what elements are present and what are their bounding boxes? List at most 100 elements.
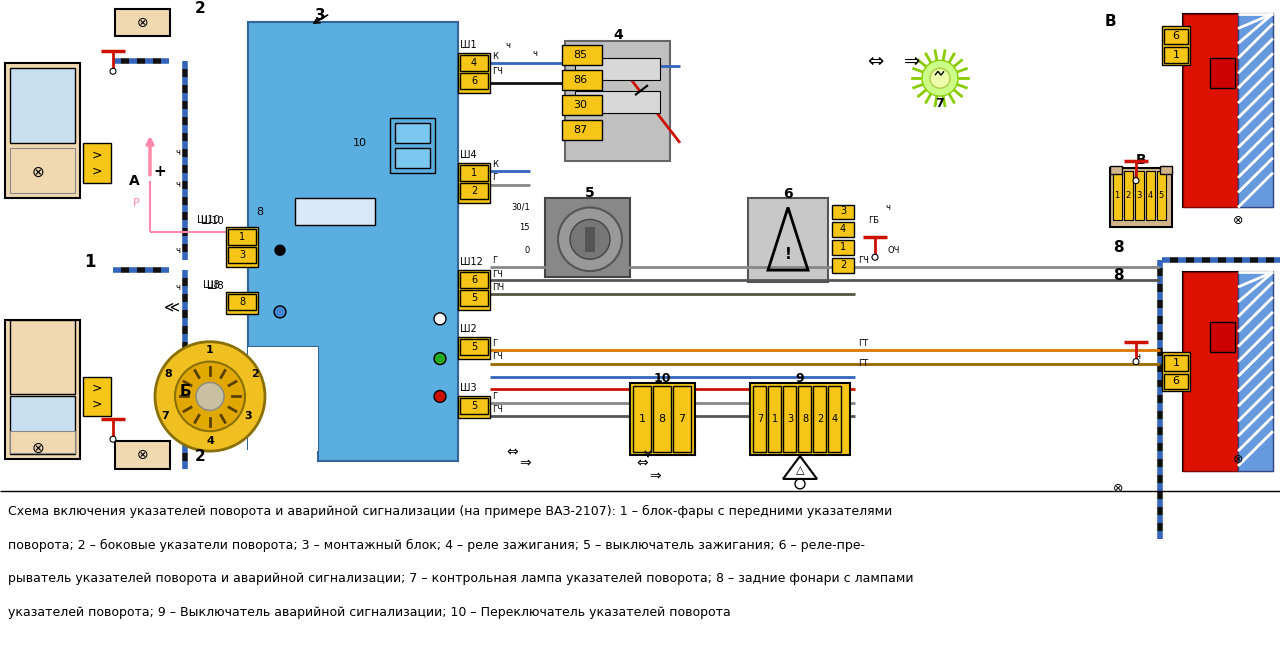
Bar [396,123,430,143]
Text: ч: ч [175,246,180,255]
Text: Ш2: Ш2 [460,324,476,334]
Text: 7: 7 [936,97,945,110]
Bar [564,41,669,161]
Circle shape [558,208,622,271]
Bar [813,386,826,452]
Text: ч: ч [532,49,538,58]
Bar [768,386,781,452]
Text: 7: 7 [161,412,169,421]
Bar [1164,355,1188,371]
Text: 1: 1 [772,414,778,424]
Bar [460,399,488,414]
Text: 4: 4 [206,436,214,446]
Text: 2: 2 [251,368,259,379]
Text: >: > [92,164,102,177]
Text: ч: ч [175,148,180,157]
Text: 7: 7 [756,414,763,424]
Text: ПЧ: ПЧ [492,283,504,292]
Text: ч: ч [506,41,511,50]
Bar [460,272,488,288]
Bar [1183,14,1274,208]
Text: 3: 3 [787,414,794,424]
Text: 5: 5 [471,342,477,352]
Bar [460,55,488,71]
Text: >: > [92,398,102,411]
Text: ГТ: ГТ [858,359,868,368]
Bar [248,21,458,449]
Text: 8: 8 [658,414,666,424]
Bar [1238,272,1274,471]
Circle shape [434,390,445,402]
Circle shape [434,313,445,325]
Circle shape [110,436,116,442]
Bar [832,258,854,273]
Bar [458,54,490,93]
Text: Г: Г [492,173,497,182]
Circle shape [570,219,611,259]
Bar [562,95,602,115]
Text: 8: 8 [1112,268,1124,283]
Bar [458,270,490,310]
Circle shape [1133,359,1139,364]
Bar [10,432,76,453]
Text: 2: 2 [1125,191,1130,200]
Text: 85: 85 [573,50,588,61]
Bar [83,143,111,183]
Text: 2: 2 [471,186,477,195]
Text: ⇔: ⇔ [636,456,648,470]
Text: 6: 6 [471,275,477,285]
Text: Схема включения указателей поворота и аварийной сигнализации (на примере ВАЗ-210: Схема включения указателей поворота и ав… [8,505,892,518]
Bar [0,4,1280,491]
Text: 5: 5 [471,401,477,412]
Text: 15: 15 [520,223,530,232]
Text: 1: 1 [1172,357,1179,368]
Bar [828,386,841,452]
Bar [575,91,660,113]
Circle shape [175,362,244,432]
Text: 6: 6 [471,76,477,86]
Text: ⇔: ⇔ [867,52,883,71]
Bar [228,247,256,263]
Text: 9: 9 [796,372,804,385]
Circle shape [872,254,878,260]
Text: ⋆: ⋆ [644,442,652,455]
Text: 6: 6 [1172,32,1179,41]
Bar [630,384,695,455]
Text: ОЧ: ОЧ [887,246,900,255]
Text: ⇔: ⇔ [506,444,518,458]
Bar [1238,14,1274,208]
Bar [1210,58,1235,88]
Bar [585,228,595,252]
Bar [5,320,79,459]
Text: Г: Г [492,392,497,401]
Text: Ш4: Ш4 [460,150,476,160]
Text: 4: 4 [613,28,623,43]
Bar [1146,171,1155,221]
Text: 8: 8 [1112,240,1124,255]
Bar [1210,322,1235,352]
Text: В: В [1105,14,1116,29]
Circle shape [922,61,957,96]
Bar [10,397,76,454]
Text: указателей поворота; 9 – Выключатель аварийной сигнализации; 10 – Переключатель : указателей поворота; 9 – Выключатель ава… [8,606,731,619]
Text: ч: ч [1135,173,1140,182]
Text: 3: 3 [1137,191,1142,200]
Bar [0,491,1280,645]
Bar [460,74,488,89]
Text: 1: 1 [471,168,477,177]
Bar [575,58,660,80]
Text: ГТ: ГТ [858,339,868,348]
Bar [750,384,850,455]
Bar [396,148,430,168]
Text: 1: 1 [1115,191,1120,200]
Text: ⇒: ⇒ [520,456,531,470]
Text: 5: 5 [471,293,477,303]
Bar [653,386,671,452]
Bar [832,204,854,219]
Bar [460,339,488,355]
Bar [228,230,256,245]
Text: ГБ: ГБ [868,216,879,225]
Bar [10,320,76,395]
Text: 8: 8 [256,208,264,217]
Bar [1114,171,1123,221]
